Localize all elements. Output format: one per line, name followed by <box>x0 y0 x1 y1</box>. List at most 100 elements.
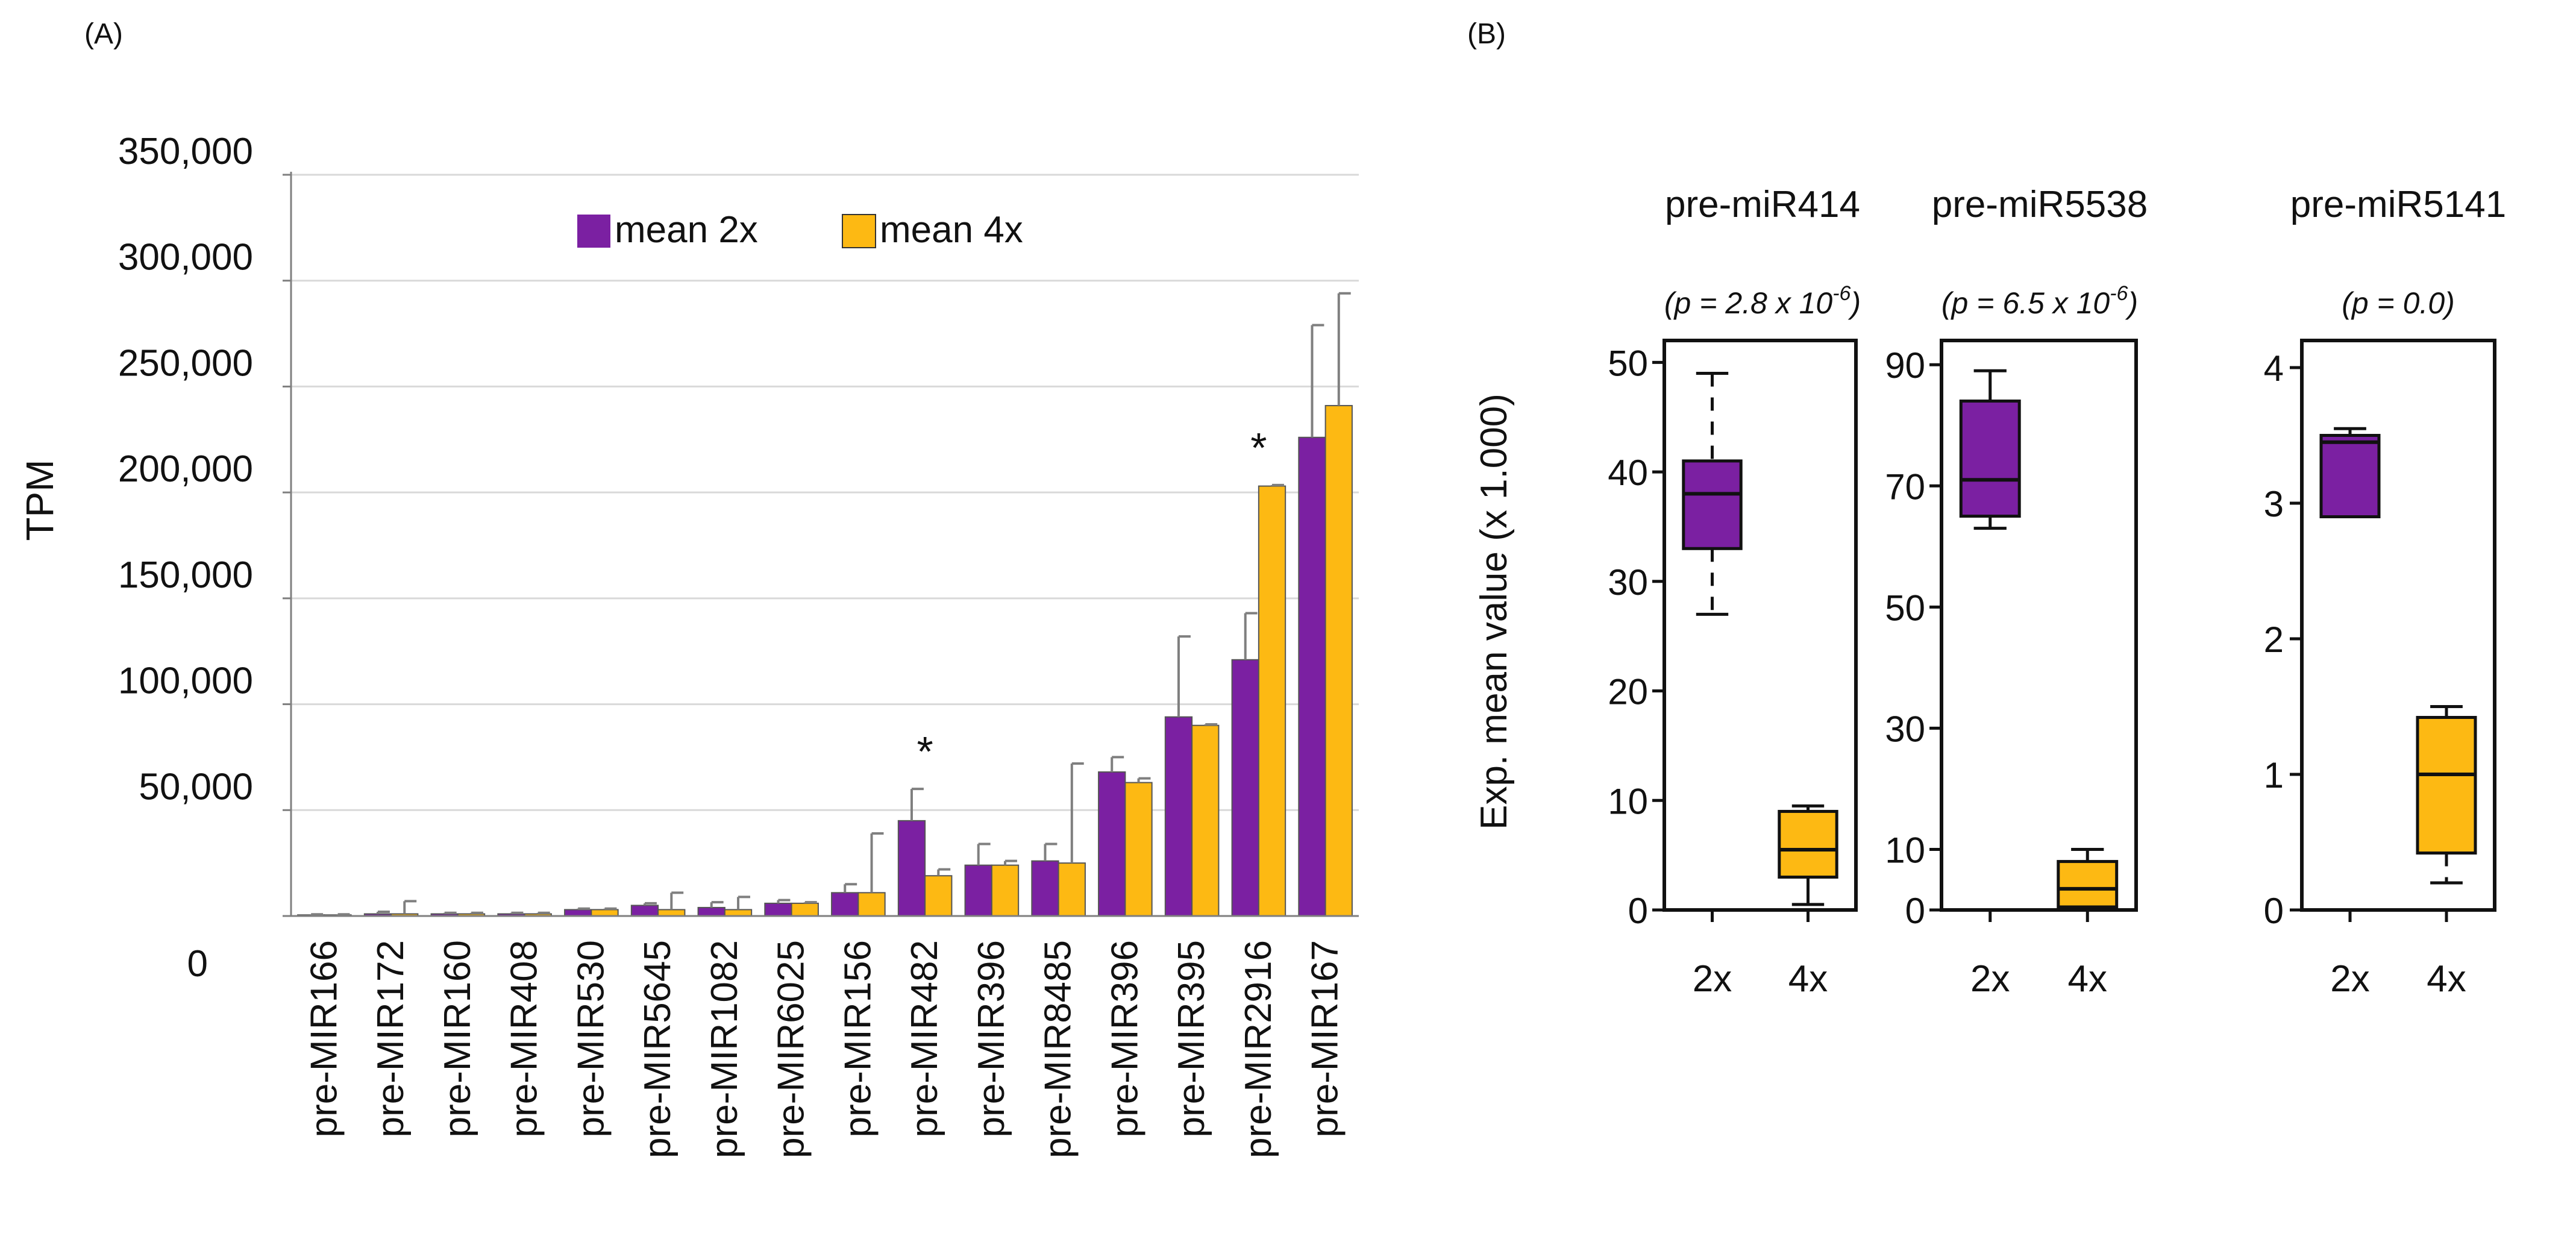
bar-2x <box>630 905 659 917</box>
boxplot-title: pre-miR5538 <box>1932 184 2148 225</box>
bar-4x <box>1258 485 1286 917</box>
x-tick-label: pre-MIR1082 <box>704 940 745 1158</box>
y-tick-label: 3 <box>2264 484 2284 524</box>
panel-b-label: (B) <box>1467 18 1506 50</box>
bar-2x <box>897 820 926 917</box>
bar-4x <box>1124 782 1153 917</box>
x-tick-label: 4x <box>2427 958 2466 1000</box>
boxplot-pre-miR5538: pre-miR5538 (p = 6.5 x 10-6) 0 10 30 50 70 90 2x… <box>1885 184 2148 1000</box>
plot-frame <box>1940 339 2138 912</box>
boxplot-pre-miR5141: pre-miR5141 (p = 0.0) 0 1 2 3 4 2x 4x <box>2264 184 2507 1000</box>
y-tick-label: 40 <box>1608 453 1648 493</box>
bar-4x <box>1058 862 1086 917</box>
x-tick-label: pre-MIR395 <box>1171 940 1212 1137</box>
bar-2x <box>764 902 792 917</box>
plot-frame <box>2300 339 2496 912</box>
y-tick-label: 70 <box>1885 466 1925 507</box>
panel-b-boxplots: (B) Exp. mean value (x 1.000) pre-miR414 (p… <box>1467 18 2506 1000</box>
y-tick-label: 200,000 <box>118 448 253 490</box>
bar-2x <box>831 892 859 917</box>
boxplot-title: pre-miR414 <box>1665 184 1860 225</box>
box-2x <box>2319 434 2381 518</box>
legend-swatch-2x <box>577 215 610 248</box>
x-tick-label: 2x <box>2330 958 2369 1000</box>
bar-2x <box>1031 860 1059 917</box>
y-tick-label: 50 <box>1885 588 1925 628</box>
legend-label-2x: mean 2x <box>615 209 758 251</box>
box-4x <box>1778 809 1838 879</box>
y-tick-label: 10 <box>1885 830 1925 870</box>
x-tick-label: pre-MIR172 <box>370 940 412 1137</box>
bar-2x <box>1164 716 1193 917</box>
significance-star: * <box>1250 424 1267 471</box>
bar-4x <box>991 864 1020 917</box>
y-tick-label: 30 <box>1885 709 1925 749</box>
x-tick-label: pre-MIR6025 <box>771 940 812 1158</box>
p-value-exponent: -6 <box>1832 282 1851 305</box>
y-tick-label: 150,000 <box>118 554 253 596</box>
boxplot-title: pre-miR5141 <box>2290 184 2506 225</box>
bar-4x <box>791 902 819 917</box>
bar-4x <box>657 909 686 917</box>
bar-2x <box>697 906 725 917</box>
y-tick-label: 0 <box>1628 891 1648 931</box>
panel-a-bar-chart: (A) 0 50,000 100,000 150,000 200,000 250,000 30… <box>18 18 1359 1158</box>
x-tick-label: pre-MIR396 <box>971 940 1012 1137</box>
bar-4x <box>857 892 886 917</box>
p-value-label: (p = 6.5 x 10-6) <box>1941 282 2138 320</box>
x-tick-label: pre-MIR160 <box>437 940 478 1137</box>
bar-2x <box>1231 659 1259 917</box>
box-2x <box>1682 459 1743 550</box>
y-tick-label: 50 <box>1608 343 1648 383</box>
y-tick-label: 0 <box>1905 891 1925 931</box>
significance-star: * <box>917 728 933 775</box>
p-value-suffix: ) <box>2125 286 2138 320</box>
bar-2x <box>964 864 992 917</box>
p-value-text: (p = 6.5 x 10 <box>1941 286 2110 320</box>
y-tick-label: 30 <box>1608 562 1648 603</box>
y-tick-label: 4 <box>2264 348 2284 389</box>
y-tick-label: 2 <box>2264 620 2284 660</box>
x-tick-label: pre-MIR5645 <box>637 940 678 1158</box>
box-2x <box>1959 400 2021 518</box>
bar-2x <box>1298 436 1326 917</box>
y-axis-title: Exp. mean value (x 1.000) <box>1473 394 1515 830</box>
box-4x <box>2057 860 2119 909</box>
x-tick-label: pre-MIR396 <box>1104 940 1145 1137</box>
x-tick-label: 2x <box>1970 958 2010 1000</box>
x-tick-label: pre-MIR167 <box>1305 940 1346 1137</box>
x-tick-label: pre-MIR530 <box>570 940 612 1137</box>
bar-4x <box>1324 405 1353 917</box>
legend-swatch-4x <box>842 214 876 248</box>
panel-a-label: (A) <box>84 18 123 50</box>
y-axis-title: TPM <box>18 459 61 541</box>
x-tick-label: pre-MIR482 <box>904 940 945 1137</box>
bar-2x <box>1098 771 1126 917</box>
p-value-exponent: -6 <box>2110 282 2128 305</box>
x-tick-label: pre-MIR408 <box>504 940 545 1137</box>
y-tick-label: 350,000 <box>118 131 253 172</box>
y-tick-label: 100,000 <box>118 660 253 702</box>
y-tick-label: 20 <box>1608 672 1648 712</box>
y-tick-label: 0 <box>2264 891 2284 931</box>
y-tick-label: 300,000 <box>118 237 253 278</box>
p-value-suffix: ) <box>1847 286 1861 320</box>
y-tick-label: 90 <box>1885 345 1925 386</box>
p-value-label: (p = 0.0) <box>2342 286 2455 320</box>
x-tick-label: 4x <box>1788 958 1828 1000</box>
x-tick-label: pre-MIR166 <box>303 940 345 1137</box>
y-tick-label: 1 <box>2264 755 2284 795</box>
p-value-label: (p = 2.8 x 10-6) <box>1664 282 1861 320</box>
x-tick-label: pre-MIR156 <box>837 940 879 1137</box>
bar-2x <box>564 909 592 917</box>
p-value-text: (p = 0.0) <box>2342 286 2455 320</box>
y-tick-label: 50,000 <box>139 766 253 808</box>
x-tick-label: pre-MIR2916 <box>1238 940 1279 1158</box>
x-tick-label: 4x <box>2068 958 2107 1000</box>
bar-4x <box>924 875 953 917</box>
p-value-text: (p = 2.8 x 10 <box>1664 286 1833 320</box>
boxplot-pre-miR414: pre-miR414 (p = 2.8 x 10-6) 0 10 20 30 40 50 2x 4… <box>1608 184 1861 1000</box>
box-4x <box>2416 716 2477 855</box>
x-tick-label: pre-MIR8485 <box>1038 940 1079 1158</box>
